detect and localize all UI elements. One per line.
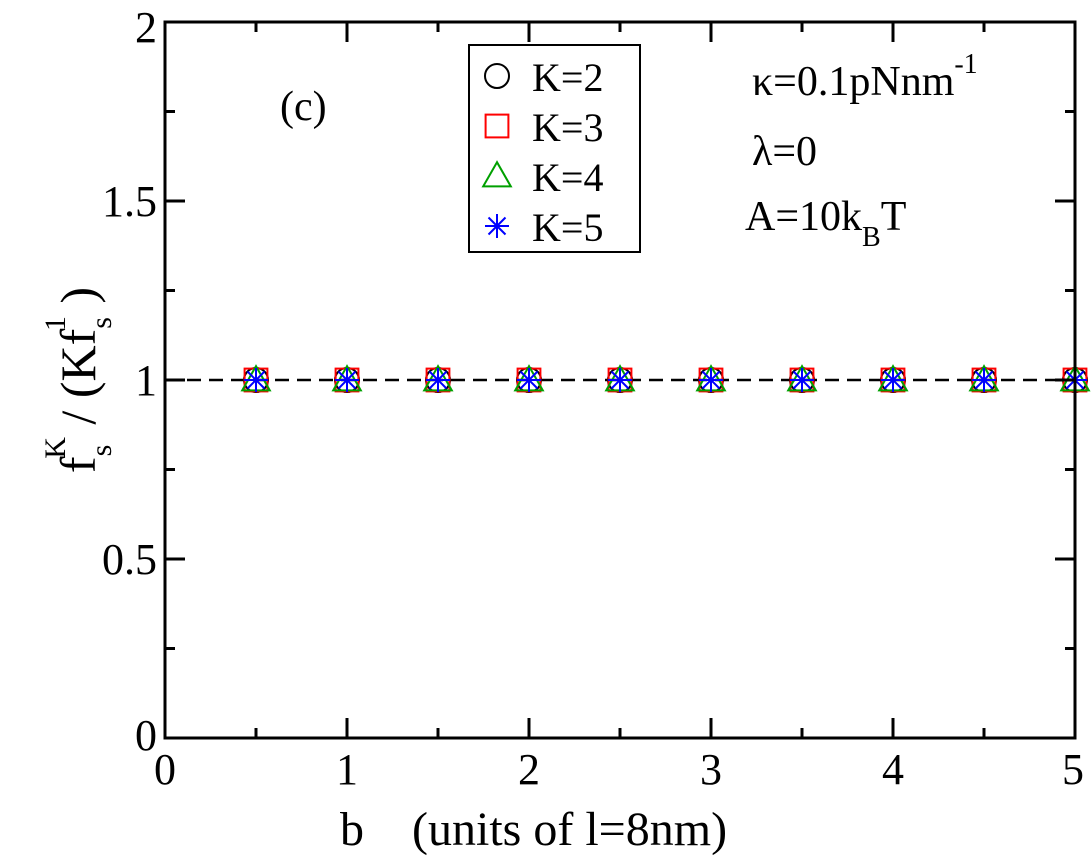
y-tick-label: 1 — [135, 356, 157, 405]
legend-marker-k2 — [484, 63, 510, 89]
svg-text:fsK / (Kfs1 ): fsK / (Kfs1 ) — [39, 287, 118, 473]
lambda-symbol: λ — [752, 129, 773, 175]
asterisk-stroke — [519, 370, 539, 390]
legend-label-k3: K=3 — [532, 105, 603, 150]
x-tick-label: 4 — [882, 745, 904, 794]
legend-markers — [481, 63, 513, 238]
legend: K=2 K=3 K=4 K=5 — [468, 44, 641, 253]
lambda-value: =0 — [772, 129, 817, 175]
data-point — [881, 368, 905, 392]
asterisk-stroke — [610, 370, 630, 390]
data-point — [608, 368, 632, 392]
x-tick-label: 2 — [518, 745, 540, 794]
data-point — [972, 368, 996, 392]
x-tick-label: 3 — [700, 745, 722, 794]
x-axis-title: b (units of l=8nm) — [340, 803, 727, 856]
legend-marker-k5 — [485, 214, 509, 238]
asterisk-stroke — [792, 370, 812, 390]
legend-label-k2: K=2 — [532, 55, 603, 100]
kappa-symbol: κ — [752, 59, 773, 105]
y-tick-label: 1.5 — [102, 177, 157, 226]
data-point — [426, 368, 450, 392]
amplitude-value: A=10k — [745, 194, 862, 240]
panel-label: (c) — [280, 84, 327, 130]
data-point — [244, 368, 268, 392]
series-k4 — [240, 364, 1091, 392]
y-tick-label: 0.5 — [102, 535, 157, 584]
data-point — [699, 368, 723, 392]
legend-marker-k3 — [484, 113, 510, 139]
y-tick-label: 2 — [135, 3, 157, 52]
x-tick-label: 1 — [336, 745, 358, 794]
x-tick-label: 0 — [154, 745, 176, 794]
asterisk-stroke — [974, 370, 994, 390]
asterisk-stroke — [428, 370, 448, 390]
legend-marker-k4 — [481, 160, 513, 188]
asterisk-stroke — [701, 370, 721, 390]
kappa-exponent: -1 — [954, 49, 977, 80]
kappa-annotation: κ=0.1pNnm-1 — [752, 49, 978, 105]
axis-ticks — [163, 20, 1077, 740]
asterisk-stroke — [337, 370, 357, 390]
legend-label-k4: K=4 — [532, 155, 603, 200]
asterisk-stroke — [487, 216, 507, 236]
data-point — [335, 368, 359, 392]
y-tick-label: 0 — [135, 711, 157, 760]
tick-labels: 0 1 2 3 4 5 0 0.5 1 1.5 2 — [102, 3, 1084, 794]
amplitude-subscript: B — [862, 222, 881, 253]
asterisk-stroke — [246, 370, 266, 390]
data-point — [790, 368, 814, 392]
kappa-value: =0.1pNnm — [773, 59, 955, 105]
amplitude-suffix: T — [881, 194, 907, 240]
legend-label-k5: K=5 — [532, 205, 603, 250]
data-point — [517, 368, 541, 392]
parameter-annotations: κ=0.1pNnm-1 λ=0 A=10kBT — [745, 49, 978, 253]
y-axis-title: fsK / (Kfs1 ) — [39, 287, 118, 473]
amplitude-annotation: A=10kBT — [745, 194, 906, 253]
x-tick-label: 5 — [1062, 745, 1084, 794]
asterisk-stroke — [883, 370, 903, 390]
lambda-annotation: λ=0 — [752, 129, 817, 175]
